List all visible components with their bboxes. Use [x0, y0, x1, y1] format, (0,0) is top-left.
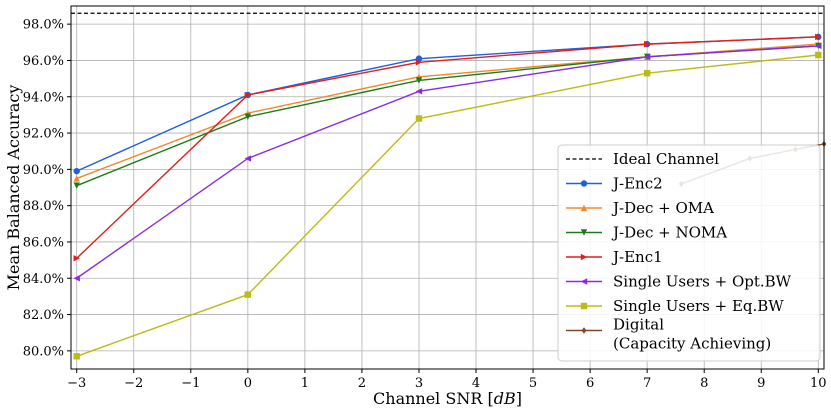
- x-axis-title: Channel SNR [dB]: [373, 389, 522, 408]
- data-point: [643, 69, 651, 77]
- legend-entry: J-Dec + OMA: [566, 199, 714, 217]
- legend: Ideal Channel J-Enc2 J-Dec + OMA J-Dec + NO…: [557, 144, 821, 362]
- data-point: [415, 115, 423, 122]
- series-5: [73, 51, 822, 360]
- x-tick-label: 6: [586, 376, 594, 391]
- y-tick-label: 96.0%: [23, 54, 64, 69]
- data-point: [580, 278, 588, 285]
- legend-entry: Digital(Capacity Achieving): [566, 316, 771, 353]
- x-tick-label: 8: [700, 376, 708, 391]
- data-point: [815, 51, 822, 59]
- data-point: [415, 59, 423, 66]
- legend-entry: Single Users + Eq.BW: [566, 297, 784, 315]
- y-axis-title: Mean Balanced Accuracy: [4, 85, 23, 291]
- y-tick-label: 88.0%: [23, 199, 64, 214]
- data-point: [580, 204, 588, 212]
- data-point: [73, 182, 80, 189]
- data-point: [815, 42, 822, 50]
- x-axis-title-close: ]: [516, 389, 522, 408]
- axis-ticks: −3 −2 −1 0 1 2 3 4 5 6 7 8 9 10 80.0% 82.0% 84.0% 86.0% 88…: [23, 18, 827, 391]
- legend-label: Single Users + Opt.BW: [613, 273, 792, 291]
- series-3: [73, 33, 822, 262]
- series-4: [73, 42, 822, 282]
- y-tick-label: 90.0%: [23, 163, 64, 178]
- legend-label: Digital: [613, 316, 664, 334]
- legend-entry: Single Users + Opt.BW: [566, 273, 792, 291]
- x-tick-label: 5: [529, 376, 537, 391]
- data-point: [415, 77, 423, 84]
- legend-box: [557, 144, 821, 362]
- data-point: [73, 255, 80, 262]
- data-point: [73, 275, 80, 282]
- data-point: [415, 88, 423, 95]
- data-point: [73, 167, 80, 175]
- x-tick-label: 4: [472, 376, 480, 391]
- x-tick-label: −3: [67, 376, 86, 391]
- x-tick-label: −1: [181, 376, 200, 391]
- legend-label: J-Dec + OMA: [611, 199, 714, 217]
- legend-entry: J-Dec + NOMA: [566, 224, 727, 242]
- y-tick-label: 86.0%: [23, 235, 64, 250]
- legend-label-line2: (Capacity Achieving): [613, 335, 771, 353]
- plot-frame: [70, 5, 825, 370]
- y-tick-label: 92.0%: [23, 127, 64, 142]
- y-tick-label: 84.0%: [23, 272, 64, 287]
- data-point: [643, 40, 651, 48]
- y-tick-label: 94.0%: [23, 90, 64, 105]
- series-group: [73, 33, 827, 360]
- data-point: [73, 175, 80, 182]
- data-point: [244, 291, 252, 298]
- x-tick-label: −2: [124, 376, 143, 391]
- legend-label: J-Dec + NOMA: [611, 224, 727, 242]
- x-tick-label: 9: [757, 376, 765, 391]
- data-point: [580, 302, 588, 310]
- data-point: [643, 53, 651, 61]
- y-tick-label: 82.0%: [23, 308, 64, 323]
- y-tick-label: 98.0%: [23, 18, 64, 33]
- data-point: [244, 113, 252, 120]
- data-point: [580, 180, 588, 187]
- x-tick-label: 1: [301, 376, 309, 391]
- x-tick-label: 7: [643, 376, 651, 391]
- legend-entry: Ideal Channel: [566, 150, 719, 168]
- legend-label: Single Users + Eq.BW: [613, 297, 784, 315]
- x-tick-label: 2: [358, 376, 366, 391]
- data-point: [580, 229, 588, 236]
- data-point: [580, 253, 588, 261]
- x-tick-label: 10: [810, 376, 827, 391]
- legend-label: J-Enc2: [611, 175, 663, 193]
- legend-label: J-Enc1: [611, 248, 663, 266]
- x-tick-label: 0: [244, 376, 252, 391]
- legend-label: Ideal Channel: [613, 150, 719, 168]
- data-point: [244, 155, 252, 162]
- legend-entry: J-Enc2: [566, 175, 663, 193]
- y-tick-label: 80.0%: [23, 344, 64, 359]
- x-axis-title-text: Channel SNR [: [373, 389, 494, 408]
- data-point: [581, 327, 587, 334]
- x-tick-label: 3: [415, 376, 423, 391]
- data-point: [73, 353, 80, 360]
- data-point: [244, 91, 252, 99]
- x-axis-title-unit: dB: [494, 389, 516, 408]
- legend-entry: J-Enc1: [566, 248, 663, 266]
- data-point: [815, 33, 822, 41]
